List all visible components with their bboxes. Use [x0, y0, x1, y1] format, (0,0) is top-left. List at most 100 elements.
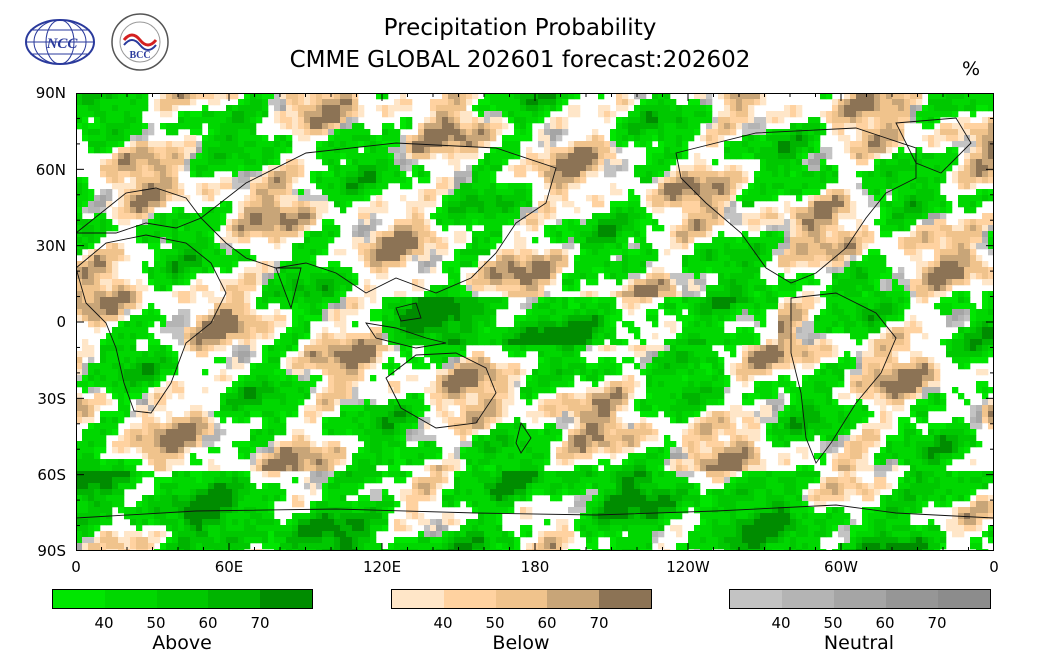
field-cell — [610, 333, 617, 340]
field-cell — [76, 267, 83, 274]
field-cell — [604, 327, 611, 334]
field-cell — [562, 129, 569, 136]
field-cell — [508, 249, 515, 256]
field-cell — [466, 303, 473, 310]
field-cell — [622, 297, 629, 304]
field-cell — [280, 267, 287, 274]
field-cell — [214, 165, 221, 172]
field-cell — [208, 171, 215, 178]
field-cell — [802, 141, 809, 148]
field-cell — [916, 111, 923, 118]
field-cell — [400, 339, 407, 346]
field-cell — [946, 201, 953, 208]
field-cell — [232, 291, 239, 298]
field-cell — [382, 207, 389, 214]
field-cell — [76, 189, 83, 196]
field-cell — [808, 243, 815, 250]
field-cell — [538, 201, 545, 208]
field-cell — [754, 195, 761, 202]
field-cell — [106, 99, 113, 106]
field-cell — [598, 225, 605, 232]
field-cell — [370, 237, 377, 244]
field-cell — [286, 183, 293, 190]
field-cell — [376, 231, 383, 238]
field-cell — [886, 207, 893, 214]
field-cell — [220, 147, 227, 154]
field-cell — [916, 213, 923, 220]
field-cell — [682, 147, 689, 154]
field-cell — [334, 111, 341, 118]
field-cell — [376, 207, 383, 214]
field-cell — [472, 303, 479, 310]
field-cell — [922, 267, 929, 274]
field-cell — [292, 117, 299, 124]
field-cell — [436, 339, 443, 346]
field-cell — [604, 165, 611, 172]
field-cell — [184, 135, 191, 142]
field-cell — [166, 105, 173, 112]
field-cell — [244, 201, 251, 208]
field-cell — [682, 237, 689, 244]
field-cell — [628, 303, 635, 310]
field-cell — [694, 231, 701, 238]
field-cell — [676, 141, 683, 148]
field-cell — [628, 99, 635, 106]
field-cell — [322, 177, 329, 184]
field-cell — [424, 255, 431, 262]
field-cell — [454, 273, 461, 280]
field-cell — [256, 219, 263, 226]
field-cell — [556, 189, 563, 196]
field-cell — [124, 111, 131, 118]
field-cell — [682, 273, 689, 280]
field-cell — [898, 267, 905, 274]
field-cell — [244, 147, 251, 154]
field-cell — [628, 207, 635, 214]
field-cell — [310, 309, 317, 316]
field-cell — [88, 207, 95, 214]
field-cell — [820, 249, 827, 256]
field-cell — [214, 159, 221, 166]
field-cell — [658, 117, 665, 124]
field-cell — [670, 189, 677, 196]
field-cell — [460, 189, 467, 196]
field-cell — [274, 141, 281, 148]
field-cell — [418, 165, 425, 172]
field-cell — [670, 129, 677, 136]
field-cell — [574, 153, 581, 160]
field-cell — [988, 165, 994, 172]
field-cell — [322, 267, 329, 274]
field-cell — [706, 255, 713, 262]
field-cell — [76, 237, 83, 244]
field-cell — [130, 285, 137, 292]
field-cell — [478, 333, 485, 340]
field-cell — [814, 207, 821, 214]
field-cell — [124, 219, 131, 226]
field-cell — [82, 303, 89, 310]
field-cell — [478, 135, 485, 142]
field-cell — [382, 171, 389, 178]
field-cell — [196, 189, 203, 196]
field-cell — [736, 249, 743, 256]
field-cell — [802, 213, 809, 220]
field-cell — [796, 177, 803, 184]
field-cell — [310, 105, 317, 112]
field-cell — [904, 183, 911, 190]
field-cell — [826, 219, 833, 226]
field-cell — [94, 135, 101, 142]
field-cell — [766, 225, 773, 232]
field-cell — [376, 255, 383, 262]
field-cell — [298, 207, 305, 214]
field-cell — [826, 249, 833, 256]
field-cell — [484, 207, 491, 214]
field-cell — [676, 129, 683, 136]
field-cell — [250, 219, 257, 226]
field-cell — [268, 153, 275, 160]
field-cell — [484, 183, 491, 190]
field-cell — [304, 189, 311, 196]
field-cell — [958, 327, 965, 334]
field-cell — [496, 207, 503, 214]
field-cell — [706, 309, 713, 316]
field-cell — [580, 255, 587, 262]
field-cell — [670, 321, 677, 328]
field-cell — [868, 177, 875, 184]
